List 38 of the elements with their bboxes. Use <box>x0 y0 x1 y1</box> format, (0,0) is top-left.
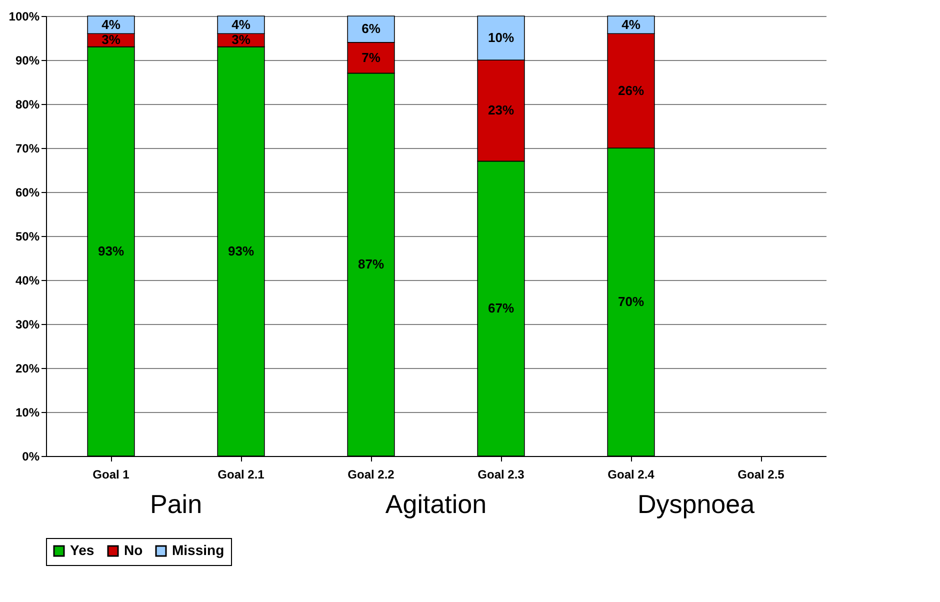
data-label: 70% <box>618 294 644 309</box>
x-tick-label: Goal 2.4 <box>608 468 655 482</box>
data-label: 4% <box>622 16 641 32</box>
text: Dyspnoea <box>637 489 756 519</box>
data-label: 3% <box>102 32 121 48</box>
y-tick-label: 40% <box>15 274 40 288</box>
y-tick-label: 10% <box>15 406 40 420</box>
data-label: 3% <box>232 32 251 48</box>
legend-label: Missing <box>172 542 224 558</box>
x-tick-label: Goal 2.5 <box>738 468 785 482</box>
y-tick-label: 90% <box>15 54 40 68</box>
data-label: 26% <box>618 82 644 98</box>
text: Pain <box>150 489 202 519</box>
data-label: 10% <box>488 30 514 45</box>
legend-label: No <box>124 542 143 558</box>
x-tick-label: Goal 1 <box>92 468 130 482</box>
x-tick-label: Goal 2.3 <box>478 468 525 482</box>
data-label: 7% <box>362 50 381 65</box>
data-label: 6% <box>362 21 381 36</box>
y-tick-label: 70% <box>15 142 40 156</box>
y-tick-label: 50% <box>15 230 40 244</box>
legend-label: Yes <box>70 542 94 558</box>
y-tick-label: 0% <box>22 450 40 464</box>
y-tick-label: 30% <box>15 318 40 332</box>
data-label: 4% <box>232 16 251 32</box>
y-tick-label: 100% <box>8 10 40 24</box>
text: Agitation <box>385 489 487 519</box>
data-label: 23% <box>488 102 514 118</box>
data-label: 67% <box>488 300 514 316</box>
data-label: 93% <box>228 243 254 258</box>
x-tick-label: Goal 2.2 <box>348 468 395 482</box>
data-label: 4% <box>102 16 121 32</box>
y-tick-label: 60% <box>15 186 40 200</box>
data-label: 93% <box>98 243 124 258</box>
y-tick-label: 80% <box>15 98 40 112</box>
data-label: 87% <box>358 256 384 272</box>
y-tick-label: 20% <box>15 362 40 376</box>
x-tick-label: Goal 2.1 <box>218 468 265 482</box>
